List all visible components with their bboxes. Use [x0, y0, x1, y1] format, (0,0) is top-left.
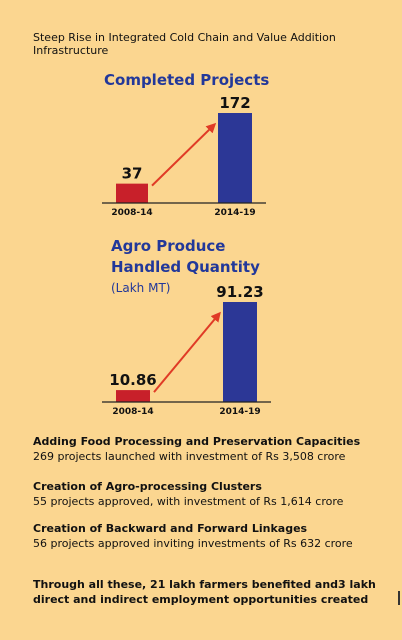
growth-arrow — [151, 122, 217, 187]
x-tick-label: 2014-19 — [219, 407, 260, 417]
closing-statement: Through all these, 21 lakh farmers benef… — [33, 578, 376, 606]
bar-value-label: 37 — [122, 165, 143, 183]
growth-arrow — [153, 311, 221, 393]
x-tick-label: 2008-14 — [112, 407, 153, 417]
scroll-indicator — [398, 591, 400, 605]
bar-2014-19 — [223, 302, 257, 402]
section-linkages: Creation of Backward and Forward Linkage… — [33, 521, 393, 551]
section-heading: Adding Food Processing and Preservation … — [33, 435, 361, 448]
section-text: 56 projects approved inviting investment… — [33, 537, 353, 550]
chart-2-unit: (Lakh MT) — [111, 281, 171, 295]
section-heading: Creation of Agro-processing Clusters — [33, 480, 262, 493]
bar-2008-14 — [116, 390, 150, 402]
chart-1-title: Completed Projects — [104, 71, 270, 89]
section-food-processing: Adding Food Processing and Preservation … — [33, 434, 393, 464]
agro-produce-chart: 10.86 2008-14 91.23 2014-19 — [102, 283, 271, 417]
bar-value-label: 10.86 — [109, 371, 156, 389]
section-text: 55 projects approved, with investment of… — [33, 495, 344, 508]
x-tick-label: 2008-14 — [111, 208, 152, 218]
bar-value-label: 91.23 — [216, 283, 263, 301]
bar-2008-14 — [116, 183, 148, 203]
section-heading: Creation of Backward and Forward Linkage… — [33, 522, 308, 535]
bar-2014-19 — [218, 113, 252, 203]
section-agro-clusters: Creation of Agro-processing Clusters 55 … — [33, 479, 393, 509]
chart-2-title-line2: Handled Quantity — [111, 258, 260, 276]
chart-2-title-line1: Agro Produce — [111, 237, 226, 255]
x-tick-label: 2014-19 — [214, 208, 255, 218]
completed-projects-chart: 37 2008-14 172 2014-19 — [102, 94, 266, 218]
page-title: Steep Rise in Integrated Cold Chain and … — [33, 31, 336, 57]
section-text: 269 projects launched with investment of… — [33, 450, 346, 463]
bar-value-label: 172 — [219, 94, 250, 112]
